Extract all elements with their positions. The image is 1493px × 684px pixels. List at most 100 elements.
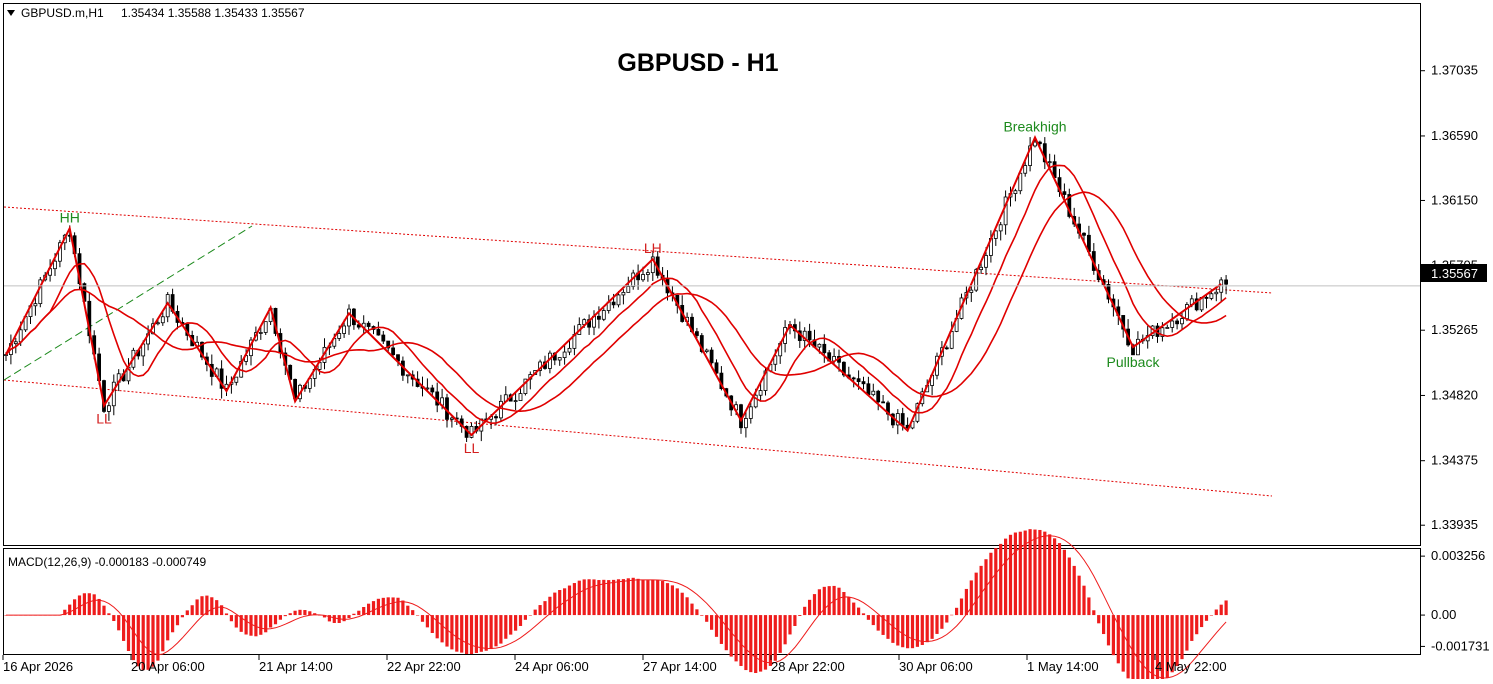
macd-bar — [705, 615, 709, 622]
macd-bar — [401, 600, 405, 616]
time-axis: 16 Apr 2026 20 Apr 06:00 21 Apr 14:00 22 Ap… — [2, 655, 1227, 674]
time-tick-label: 24 Apr 06:00 — [515, 659, 589, 674]
macd-bar — [416, 615, 420, 616]
candle-body — [430, 387, 435, 393]
candle-body — [18, 329, 23, 343]
macd-bar — [670, 585, 674, 616]
macd-bar — [582, 579, 586, 616]
time-tick-label: 30 Apr 06:00 — [899, 659, 973, 674]
candle-body — [714, 362, 719, 374]
macd-bar — [367, 603, 371, 616]
candle-body — [263, 321, 268, 333]
macd-tick-label: 0.00 — [1431, 607, 1456, 622]
macd-bar — [812, 594, 817, 616]
macd-bar — [1004, 538, 1008, 616]
macd-bar — [768, 615, 772, 666]
macd-bar — [474, 615, 478, 653]
macd-bar — [303, 610, 307, 616]
macd-bar — [714, 615, 719, 637]
candle-body — [699, 335, 704, 352]
macd-bar — [891, 615, 895, 643]
candle-body — [1194, 298, 1199, 311]
macd-bar — [308, 611, 312, 616]
candle-body — [626, 286, 631, 293]
macd-bar — [827, 586, 831, 616]
candle-body — [557, 357, 562, 361]
candle-body — [1136, 338, 1140, 356]
candle-body — [33, 303, 38, 307]
macd-bar — [989, 552, 993, 616]
candle-body — [13, 341, 18, 345]
macd-bar — [1209, 615, 1213, 616]
candle-body — [998, 224, 1003, 232]
macd-bar — [612, 579, 616, 616]
macd-bar — [1072, 565, 1076, 616]
candle-body — [621, 291, 626, 296]
moving-averages — [5, 164, 1227, 425]
candle-body — [695, 331, 699, 336]
macd-bar — [347, 615, 351, 619]
candle-body — [111, 381, 116, 407]
macd-bar — [1131, 615, 1135, 684]
ma-fast-line — [5, 164, 1227, 425]
macd-tick-label: 0.003256 — [1431, 548, 1485, 563]
candle-body — [1224, 279, 1228, 285]
candle-body — [969, 289, 974, 293]
macd-bar — [1180, 615, 1184, 660]
macd-bar — [661, 581, 665, 616]
candle-body — [993, 230, 998, 239]
macd-bar — [1087, 597, 1091, 616]
candle-body — [1062, 191, 1067, 195]
macd-bar — [808, 599, 812, 616]
macd-bar — [651, 579, 655, 616]
macd-bar — [386, 597, 390, 616]
macd-bar — [264, 615, 268, 633]
macd-bar — [489, 615, 493, 650]
macd-bar — [1097, 615, 1101, 624]
candle-body — [1214, 291, 1219, 295]
macd-bar — [621, 579, 625, 616]
macd-bar — [200, 596, 204, 616]
macd-bar — [327, 615, 331, 622]
candle-body — [1023, 165, 1028, 174]
macd-bar — [332, 615, 336, 623]
candle-body — [881, 401, 885, 404]
macd-bar — [352, 613, 356, 616]
macd-bar — [822, 586, 826, 616]
macd-bar — [1028, 529, 1032, 616]
macd-bar — [371, 601, 376, 616]
annotations: HH LL LL LH Breakhigh Pullback — [60, 118, 1161, 456]
macd-bar — [847, 597, 851, 616]
macd-bar — [136, 615, 140, 667]
macd-bar — [636, 578, 640, 616]
macd-bar — [587, 579, 591, 616]
macd-bar — [817, 589, 821, 616]
annotation-label: HH — [60, 209, 80, 225]
candle-body — [1170, 320, 1175, 328]
macd-bar — [842, 592, 846, 616]
zigzag-line — [5, 134, 1222, 437]
macd-bar — [1057, 543, 1062, 616]
macd-bar — [1116, 615, 1120, 664]
macd-bar — [381, 597, 385, 616]
macd-bar — [406, 605, 410, 616]
macd-bar — [631, 577, 635, 616]
macd-bar — [1195, 615, 1199, 635]
candle-body — [866, 383, 871, 396]
macd-bar — [793, 615, 797, 626]
candle-body — [562, 351, 567, 358]
macd-bar — [959, 598, 964, 616]
candle-body — [842, 361, 846, 376]
macd-bar — [117, 615, 121, 631]
candle-body — [391, 347, 396, 356]
candle-body — [1209, 293, 1214, 299]
candle-body — [518, 393, 523, 402]
macd-bar — [803, 606, 807, 616]
candle-body — [1047, 161, 1052, 164]
dropdown-triangle-icon[interactable] — [7, 10, 15, 16]
macd-bar — [935, 615, 939, 634]
macd-bar — [499, 615, 503, 644]
macd-bar — [92, 594, 96, 616]
macd-bar — [479, 615, 483, 652]
macd-tick-label: -0.001731 — [1431, 638, 1490, 653]
